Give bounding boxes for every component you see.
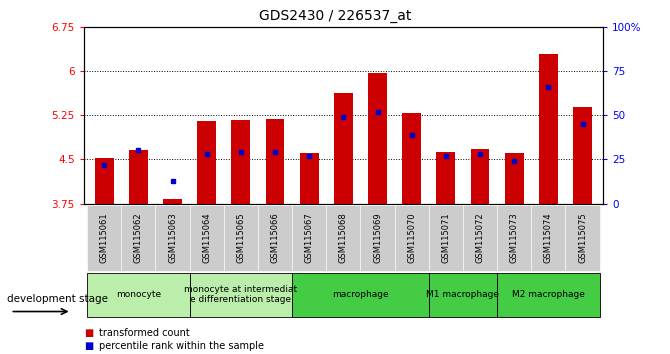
Bar xyxy=(292,273,429,317)
Bar xyxy=(368,73,387,204)
Text: GSM115064: GSM115064 xyxy=(202,213,211,263)
Text: percentile rank within the sample: percentile rank within the sample xyxy=(99,341,264,351)
Bar xyxy=(531,205,565,271)
Bar xyxy=(258,205,292,271)
Text: GSM115073: GSM115073 xyxy=(510,213,519,263)
Bar xyxy=(292,205,326,271)
Bar xyxy=(429,205,463,271)
Bar xyxy=(565,205,600,271)
Bar xyxy=(232,120,251,204)
Text: GDS2430 / 226537_at: GDS2430 / 226537_at xyxy=(259,9,411,23)
Bar xyxy=(334,93,353,204)
Text: GSM115061: GSM115061 xyxy=(100,213,109,263)
Bar xyxy=(470,149,489,204)
Text: GSM115071: GSM115071 xyxy=(442,213,450,263)
Bar xyxy=(436,152,455,204)
Bar xyxy=(190,205,224,271)
Bar xyxy=(497,205,531,271)
Text: transformed count: transformed count xyxy=(99,329,190,338)
Bar xyxy=(129,150,148,204)
Text: GSM115068: GSM115068 xyxy=(339,213,348,263)
Text: GSM115072: GSM115072 xyxy=(476,213,484,263)
Bar xyxy=(87,273,190,317)
Bar xyxy=(326,205,360,271)
Bar xyxy=(573,107,592,204)
Bar xyxy=(163,199,182,204)
Bar xyxy=(95,158,114,204)
Text: GSM115075: GSM115075 xyxy=(578,213,587,263)
Bar xyxy=(395,205,429,271)
Bar xyxy=(429,273,497,317)
Bar xyxy=(402,113,421,204)
Text: GSM115066: GSM115066 xyxy=(271,213,279,263)
Bar xyxy=(497,273,600,317)
Text: GSM115070: GSM115070 xyxy=(407,213,416,263)
Bar xyxy=(224,205,258,271)
Bar xyxy=(155,205,190,271)
Bar xyxy=(463,205,497,271)
Text: ■: ■ xyxy=(84,329,93,338)
Text: monocyte: monocyte xyxy=(116,290,161,299)
Text: GSM115065: GSM115065 xyxy=(237,213,245,263)
Bar xyxy=(198,121,216,204)
Text: macrophage: macrophage xyxy=(332,290,389,299)
Bar xyxy=(360,205,395,271)
Bar xyxy=(87,205,121,271)
Text: development stage: development stage xyxy=(7,294,108,304)
Text: GSM115063: GSM115063 xyxy=(168,213,177,263)
Text: GSM115074: GSM115074 xyxy=(544,213,553,263)
Text: M1 macrophage: M1 macrophage xyxy=(426,290,499,299)
Bar xyxy=(190,273,292,317)
Text: M2 macrophage: M2 macrophage xyxy=(512,290,585,299)
Bar xyxy=(539,54,557,204)
Bar xyxy=(505,153,523,204)
Text: GSM115067: GSM115067 xyxy=(305,213,314,263)
Text: ■: ■ xyxy=(84,341,93,351)
Bar xyxy=(299,153,319,204)
Text: GSM115069: GSM115069 xyxy=(373,213,382,263)
Bar xyxy=(121,205,155,271)
Text: monocyte at intermediat
e differentiation stage: monocyte at intermediat e differentiatio… xyxy=(184,285,297,304)
Bar xyxy=(266,119,285,204)
Text: GSM115062: GSM115062 xyxy=(134,213,143,263)
